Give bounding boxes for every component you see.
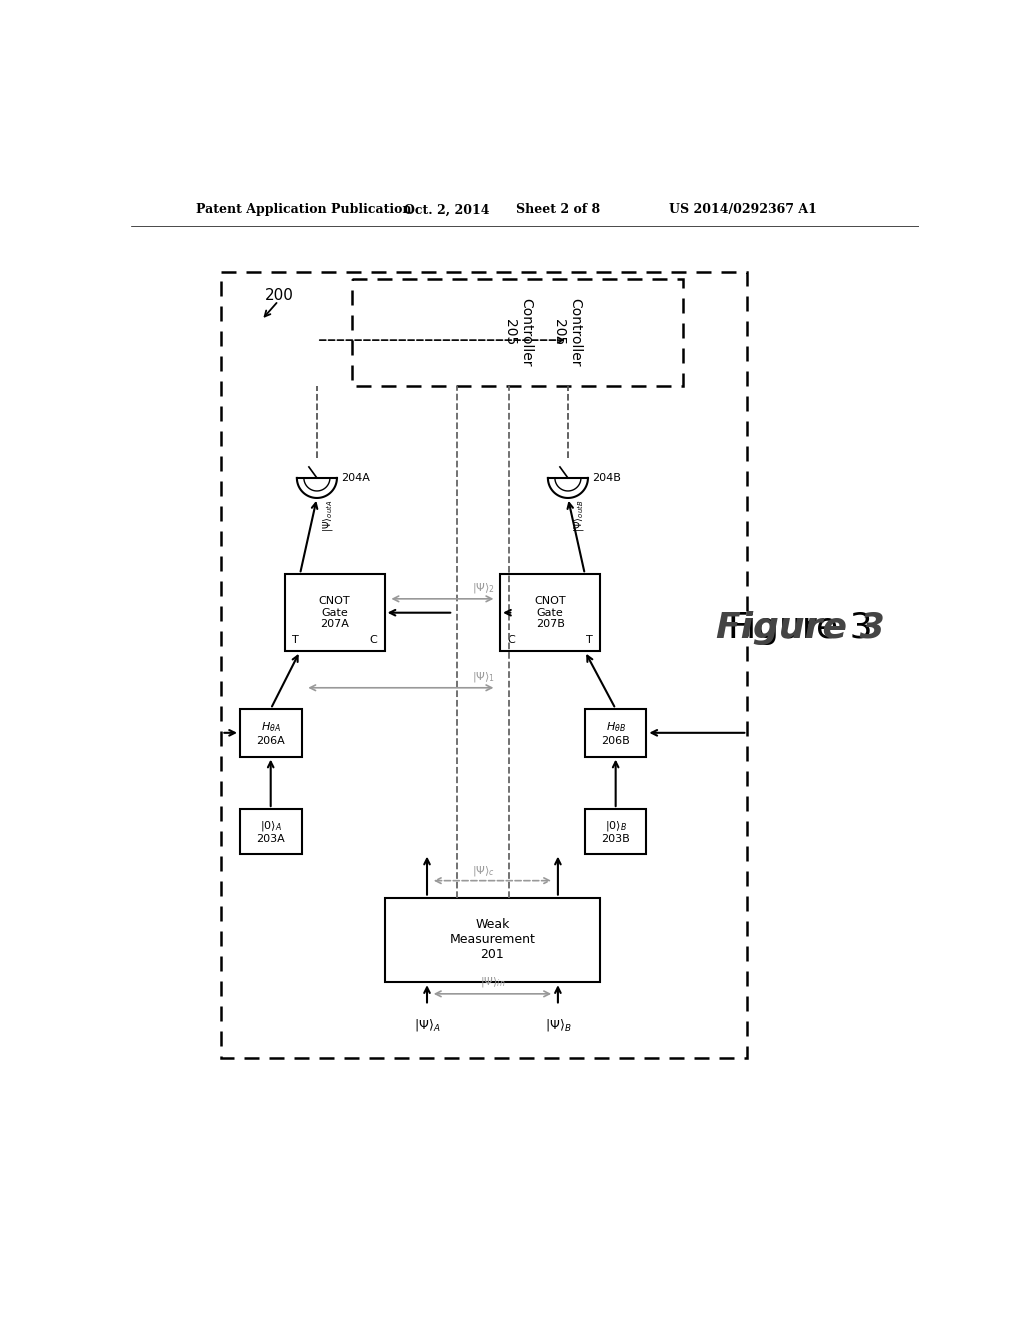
Text: 200: 200 <box>265 288 294 304</box>
Text: 204A: 204A <box>341 473 370 483</box>
Text: Figure 3: Figure 3 <box>716 611 885 645</box>
Bar <box>585 809 646 854</box>
Bar <box>221 272 748 1057</box>
Text: T: T <box>292 635 299 644</box>
Text: CNOT
Gate
207A: CNOT Gate 207A <box>318 597 350 630</box>
Text: Sheet 2 of 8: Sheet 2 of 8 <box>516 203 600 216</box>
Text: C: C <box>370 635 377 644</box>
Bar <box>352 279 683 387</box>
Text: Patent Application Publication: Patent Application Publication <box>196 203 412 216</box>
Text: $|\Psi\rangle_{in}$: $|\Psi\rangle_{in}$ <box>479 975 505 989</box>
Text: $|\Psi\rangle_1$: $|\Psi\rangle_1$ <box>472 671 495 684</box>
Text: Controller
205: Controller 205 <box>503 298 532 367</box>
Text: $H_{\theta A}$
206A: $H_{\theta A}$ 206A <box>256 721 285 746</box>
Bar <box>500 574 600 651</box>
Text: $|\Psi\rangle_A$: $|\Psi\rangle_A$ <box>414 1016 440 1034</box>
Bar <box>240 809 301 854</box>
Text: US 2014/0292367 A1: US 2014/0292367 A1 <box>669 203 817 216</box>
Text: Weak
Measurement
201: Weak Measurement 201 <box>450 919 536 961</box>
Text: $H_{\theta B}$
206B: $H_{\theta B}$ 206B <box>601 721 630 746</box>
Text: $|\Psi\rangle_2$: $|\Psi\rangle_2$ <box>472 581 495 595</box>
Text: Figure 3: Figure 3 <box>728 611 872 645</box>
Text: C: C <box>508 635 516 644</box>
Bar <box>240 709 301 756</box>
Bar <box>285 574 385 651</box>
Text: Controller
205: Controller 205 <box>552 298 583 367</box>
Text: $|\Psi\rangle_B$: $|\Psi\rangle_B$ <box>545 1016 571 1034</box>
Text: CNOT
Gate
207B: CNOT Gate 207B <box>535 597 566 630</box>
Text: $|\Psi\rangle_{outB}$: $|\Psi\rangle_{outB}$ <box>571 500 586 532</box>
Bar <box>385 898 600 982</box>
Text: 204B: 204B <box>592 473 621 483</box>
Text: $|0\rangle_A$
203A: $|0\rangle_A$ 203A <box>256 818 285 845</box>
Text: $|\Psi\rangle_c$: $|\Psi\rangle_c$ <box>472 865 495 878</box>
Text: $|\Psi\rangle_{outA}$: $|\Psi\rangle_{outA}$ <box>321 500 335 532</box>
Bar <box>585 709 646 756</box>
Text: T: T <box>586 635 593 644</box>
Text: Oct. 2, 2014: Oct. 2, 2014 <box>403 203 489 216</box>
Text: $|0\rangle_B$
203B: $|0\rangle_B$ 203B <box>601 818 630 845</box>
